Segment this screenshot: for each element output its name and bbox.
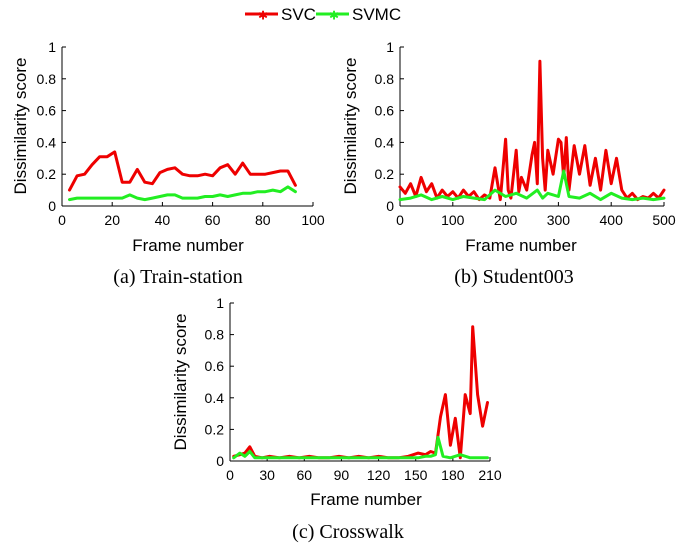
y-tick-label: 0.2	[37, 166, 57, 182]
chart-panel-crosswalk: Dissimilarity score Frame number (c) Cro…	[171, 295, 502, 543]
chart-panel-train-station: Dissimilarity score Frame number (a) Tra…	[11, 39, 325, 288]
x-tick-label: 0	[226, 467, 234, 483]
y-tick-label: 1	[216, 295, 224, 311]
y-tick-label: 0.8	[37, 71, 57, 87]
x-tick-label: 0	[396, 212, 404, 228]
y-axis-label: Dissimilarity score	[171, 314, 190, 451]
x-tick-label: 30	[259, 467, 275, 483]
y-tick-label: 0.8	[375, 71, 395, 87]
y-tick-label: 0.6	[205, 358, 225, 374]
series-line-svc	[232, 325, 489, 460]
series-line-svmc	[398, 169, 666, 202]
x-tick-label: 90	[334, 467, 350, 483]
y-tick-label: 0	[386, 198, 394, 214]
x-tick-label: 0	[58, 212, 66, 228]
y-tick-label: 0.6	[37, 103, 57, 119]
panel-caption: (b) Student003	[454, 266, 573, 288]
legend-svmc-label: SVMC	[352, 5, 401, 24]
x-tick-label: 40	[155, 212, 171, 228]
x-tick-label: 80	[255, 212, 271, 228]
series-line-svmc	[232, 435, 489, 460]
y-tick-label: 0.8	[205, 327, 225, 343]
panel-caption: (a) Train-station	[113, 266, 242, 288]
legend: ✱ SVC ✱ SVMC	[245, 5, 401, 24]
panel-caption: (c) Crosswalk	[292, 521, 404, 543]
y-tick-label: 0.4	[37, 134, 57, 150]
legend-svc-label: SVC	[281, 5, 316, 24]
legend-svc-marker: ✱	[258, 9, 268, 23]
y-tick-label: 0.2	[375, 166, 395, 182]
x-tick-label: 60	[205, 212, 221, 228]
x-tick-label: 60	[296, 467, 312, 483]
x-tick-label: 200	[494, 212, 518, 228]
x-tick-label: 300	[547, 212, 571, 228]
x-tick-label: 500	[652, 212, 676, 228]
x-tick-label: 180	[441, 467, 465, 483]
x-tick-label: 20	[104, 212, 120, 228]
y-tick-label: 0.2	[205, 421, 225, 437]
y-tick-label: 0.4	[375, 134, 395, 150]
x-axis-label: Frame number	[310, 490, 422, 509]
x-tick-label: 100	[441, 212, 465, 228]
series-line-svc	[68, 150, 297, 192]
x-axis-label: Frame number	[132, 236, 244, 255]
y-tick-label: 1	[386, 39, 394, 55]
x-axis-label: Frame number	[465, 236, 577, 255]
series-line-svmc	[68, 185, 297, 202]
y-tick-label: 0.6	[375, 103, 395, 119]
y-axis-label: Dissimilarity score	[11, 58, 30, 195]
y-tick-label: 1	[48, 39, 56, 55]
y-tick-label: 0	[48, 198, 56, 214]
legend-svmc-marker: ✱	[329, 9, 339, 23]
x-tick-label: 150	[404, 467, 428, 483]
chart-panel-student003: Dissimilarity score Frame number (b) Stu…	[341, 39, 676, 288]
x-tick-label: 210	[478, 467, 502, 483]
x-tick-label: 100	[301, 212, 325, 228]
series-line-svc	[398, 59, 666, 202]
x-tick-label: 400	[600, 212, 624, 228]
x-tick-label: 120	[367, 467, 391, 483]
y-tick-label: 0	[216, 453, 224, 469]
y-axis-label: Dissimilarity score	[341, 58, 360, 195]
y-tick-label: 0.4	[205, 390, 225, 406]
